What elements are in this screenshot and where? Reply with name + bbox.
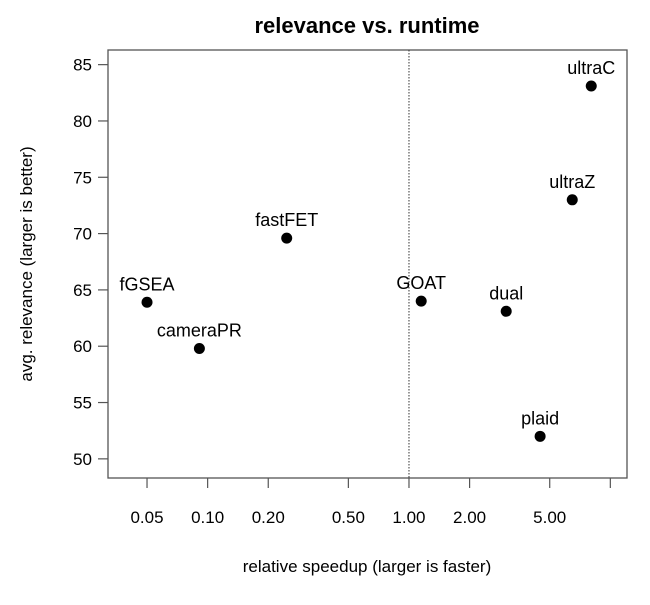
y-axis-label: avg. relevance (larger is better) bbox=[17, 146, 36, 381]
data-point bbox=[415, 295, 427, 307]
x-tick-label: 0.50 bbox=[332, 508, 365, 527]
point-label: fGSEA bbox=[120, 274, 175, 294]
y-tick-label: 50 bbox=[73, 450, 92, 469]
point-label: dual bbox=[489, 283, 523, 303]
x-tick-label: 0.10 bbox=[191, 508, 224, 527]
point-label: ultraC bbox=[567, 58, 615, 78]
x-axis-label: relative speedup (larger is faster) bbox=[243, 557, 492, 576]
points-group: fGSEA cameraPR fastFET GOAT dual plaid ultraZ u… bbox=[120, 58, 615, 442]
y-tick-label: 60 bbox=[73, 337, 92, 356]
data-point bbox=[566, 194, 578, 206]
x-tick-label: 2.00 bbox=[453, 508, 486, 527]
point-label: fastFET bbox=[255, 210, 318, 230]
plot-frame bbox=[107, 49, 628, 479]
x-tick-label: 0.20 bbox=[252, 508, 285, 527]
y-tick-label: 85 bbox=[73, 56, 92, 75]
point-label: cameraPR bbox=[157, 320, 242, 340]
y-tick-label: 80 bbox=[73, 112, 92, 131]
chart-title: relevance vs. runtime bbox=[254, 13, 479, 38]
data-point bbox=[193, 342, 205, 354]
y-tick-label: 70 bbox=[73, 225, 92, 244]
point-label: plaid bbox=[521, 408, 559, 428]
x-tick-label: 5.00 bbox=[533, 508, 566, 527]
y-tick-label: 55 bbox=[73, 394, 92, 413]
y-axis: 50 55 60 65 70 75 80 85 bbox=[73, 56, 108, 469]
x-tick-label: 1.00 bbox=[392, 508, 425, 527]
y-tick-label: 75 bbox=[73, 168, 92, 187]
x-axis: 0.05 0.10 0.20 0.50 1.00 2.00 5.00 bbox=[130, 478, 611, 527]
data-point bbox=[141, 296, 153, 308]
y-tick-label: 65 bbox=[73, 281, 92, 300]
x-tick-label: 0.05 bbox=[130, 508, 163, 527]
data-point bbox=[534, 430, 546, 442]
point-label: GOAT bbox=[396, 273, 446, 293]
data-point bbox=[585, 80, 597, 92]
point-label: ultraZ bbox=[549, 172, 595, 192]
data-point bbox=[500, 305, 512, 317]
data-point bbox=[281, 232, 293, 244]
